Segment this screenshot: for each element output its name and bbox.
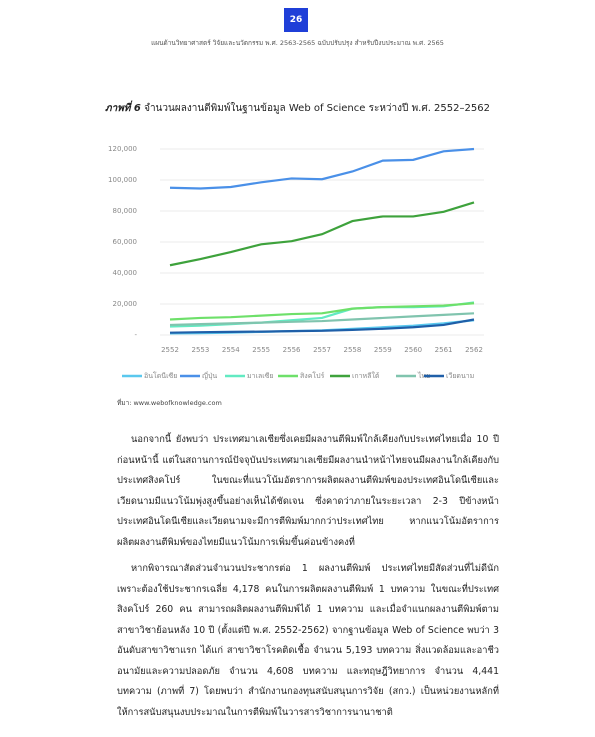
chart: - 20,000 40,000 60,000 80,000 100,000 120,000 2… — [108, 145, 484, 380]
series-line — [169, 318, 475, 334]
x-tick-label: 2556 — [283, 346, 301, 354]
y-tick-label: - — [134, 331, 137, 339]
page-number: 26 — [284, 8, 308, 32]
legend-label: มาเลเซีย — [247, 372, 273, 380]
source-note: ที่มา: www.webofknowledge.com — [117, 399, 222, 407]
series-line — [169, 201, 475, 267]
legend-label: อินโดนีเซีย — [144, 371, 177, 380]
legend-label: สิงคโปร์ — [300, 371, 325, 380]
y-tick-label: 60,000 — [113, 238, 138, 246]
figure-label: ภาพที่ 6 — [105, 103, 141, 114]
x-tick-label: 2560 — [404, 346, 422, 354]
legend-label: ไทย — [417, 371, 430, 380]
series-line — [169, 302, 475, 321]
series-line — [169, 147, 475, 190]
x-tick-label: 2553 — [191, 346, 209, 354]
running-header: แผนด้านวิทยาศาสตร์ วิจัยและนวัตกรรม พ.ศ.… — [151, 39, 444, 47]
x-tick-label: 2559 — [374, 346, 392, 354]
y-tick-label: 120,000 — [108, 145, 137, 153]
x-tick-label: 2554 — [222, 346, 240, 354]
x-tick-label: 2562 — [465, 346, 483, 354]
y-tick-label: 80,000 — [113, 207, 138, 215]
x-tick-label: 2558 — [343, 346, 361, 354]
legend-label: ญี่ปุ่น — [202, 371, 217, 380]
y-tick-label: 40,000 — [113, 269, 138, 277]
series-line — [169, 312, 475, 327]
x-tick-label: 2555 — [252, 346, 270, 354]
legend-label: เกาหลีใต้ — [352, 371, 380, 380]
y-tick-label: 100,000 — [108, 176, 137, 184]
x-tick-label: 2557 — [313, 346, 331, 354]
paragraph: นอกจากนี้ ยังพบว่า ประเทศมาเลเซียซึ่งเคย… — [117, 434, 499, 548]
x-tick-label: 2561 — [435, 346, 453, 354]
figure-title: จำนวนผลงานตีพิมพ์ในฐานข้อมูล Web of Scie… — [144, 103, 490, 114]
y-tick-label: 20,000 — [113, 300, 138, 308]
legend-label: เวียดนาม — [446, 372, 474, 380]
figure-caption: ภาพที่ 6 จำนวนผลงานตีพิมพ์ในฐานข้อมูล We… — [0, 101, 595, 116]
x-tick-label: 2552 — [161, 346, 179, 354]
body-text: นอกจากนี้ ยังพบว่า ประเทศมาเลเซียซึ่งเคย… — [117, 430, 499, 729]
paragraph: หากพิจารณาสัดส่วนจำนวนประชากรต่อ 1 ผลงาน… — [117, 563, 499, 718]
